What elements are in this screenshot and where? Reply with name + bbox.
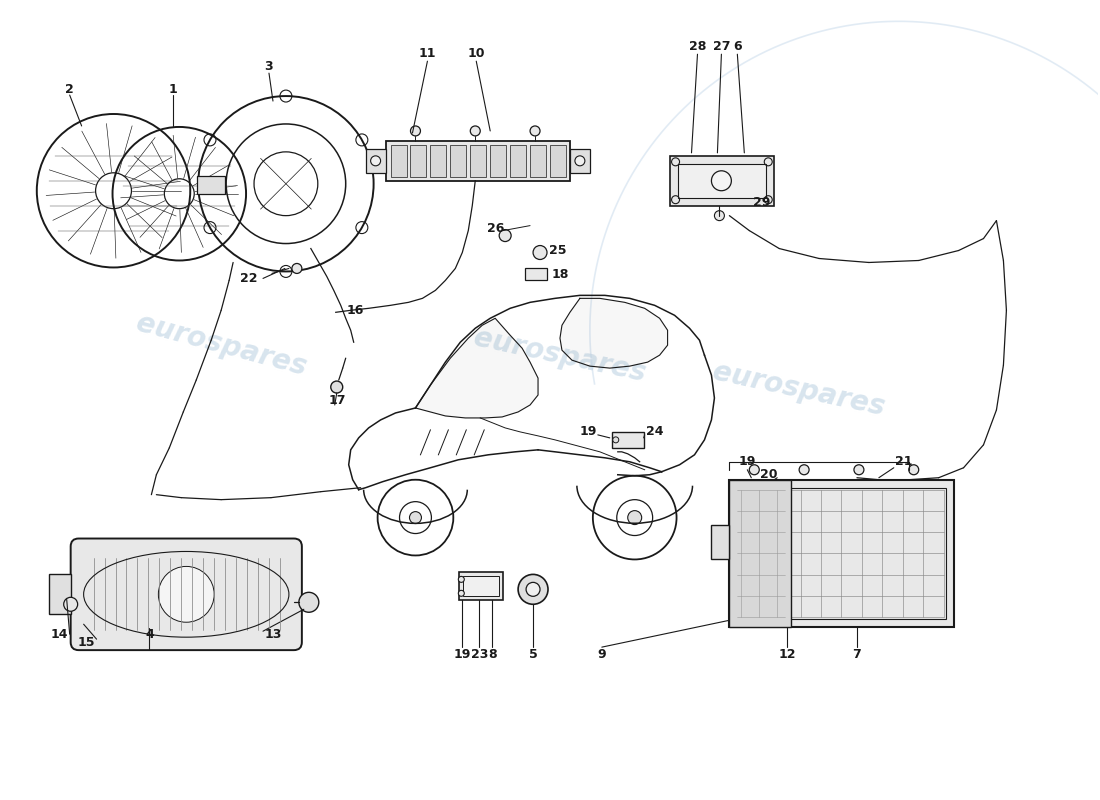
Bar [530,145,546,177]
Text: 15: 15 [78,636,96,649]
Bar [550,145,565,177]
Text: 13: 13 [264,628,282,641]
Bar [729,480,954,627]
Text: 20: 20 [760,468,778,482]
Circle shape [409,512,421,523]
Text: 25: 25 [549,244,566,257]
Text: 24: 24 [646,426,663,438]
Text: 16: 16 [346,304,364,317]
Text: eurospares: eurospares [471,323,649,387]
Circle shape [628,510,641,525]
Bar [678,164,767,198]
Circle shape [459,590,464,596]
Text: 18: 18 [551,268,569,281]
Text: 23: 23 [471,648,488,661]
Text: 10: 10 [468,46,485,60]
Text: 27: 27 [713,40,730,53]
Circle shape [331,381,343,393]
Text: 26: 26 [486,222,504,235]
Bar [386,141,570,181]
Circle shape [749,465,759,474]
Text: 21: 21 [895,455,913,468]
Bar [570,149,590,173]
Text: 19: 19 [738,455,756,468]
Bar [729,480,791,627]
Circle shape [575,156,585,166]
Text: 12: 12 [779,648,796,661]
Bar [430,145,447,177]
Circle shape [909,465,918,474]
Text: 17: 17 [329,394,346,406]
Circle shape [854,465,864,474]
Circle shape [526,582,540,596]
FancyBboxPatch shape [70,538,301,650]
Text: 22: 22 [240,272,257,285]
Text: 3: 3 [265,60,273,73]
Circle shape [459,576,464,582]
Bar [471,145,486,177]
Circle shape [292,263,301,274]
Text: 6: 6 [733,40,741,53]
Circle shape [613,437,619,443]
Text: 5: 5 [529,648,538,661]
Text: 7: 7 [852,648,861,661]
Circle shape [799,465,810,474]
Circle shape [714,210,725,221]
Circle shape [534,246,547,259]
Bar [463,576,499,596]
Circle shape [471,126,481,136]
Bar [460,572,503,600]
Bar [197,176,226,194]
Text: eurospares: eurospares [133,309,309,382]
Text: 2: 2 [65,82,74,95]
Bar [410,145,427,177]
Text: 29: 29 [752,196,770,209]
Polygon shape [560,298,668,368]
Text: 9: 9 [597,648,606,661]
Text: 19: 19 [453,648,471,661]
Text: 19: 19 [580,426,596,438]
Circle shape [712,170,732,190]
Text: 28: 28 [689,40,706,53]
Text: eurospares: eurospares [711,358,888,422]
Bar [48,574,70,614]
Text: 11: 11 [419,46,437,60]
Circle shape [530,126,540,136]
Text: 1: 1 [169,82,178,95]
Bar [612,432,643,448]
Circle shape [499,230,512,242]
Text: 8: 8 [488,648,496,661]
Circle shape [158,566,214,622]
Circle shape [371,156,381,166]
Circle shape [299,592,319,612]
Bar [491,145,506,177]
Text: 4: 4 [145,628,154,641]
Bar [737,488,946,619]
Text: 14: 14 [51,628,68,641]
Bar [712,525,729,559]
Circle shape [518,574,548,604]
Bar [365,149,386,173]
Circle shape [64,598,78,611]
Circle shape [410,126,420,136]
Bar [670,156,774,206]
Polygon shape [416,318,538,418]
Bar [390,145,407,177]
Bar [510,145,526,177]
Bar [450,145,466,177]
Bar [525,269,547,281]
